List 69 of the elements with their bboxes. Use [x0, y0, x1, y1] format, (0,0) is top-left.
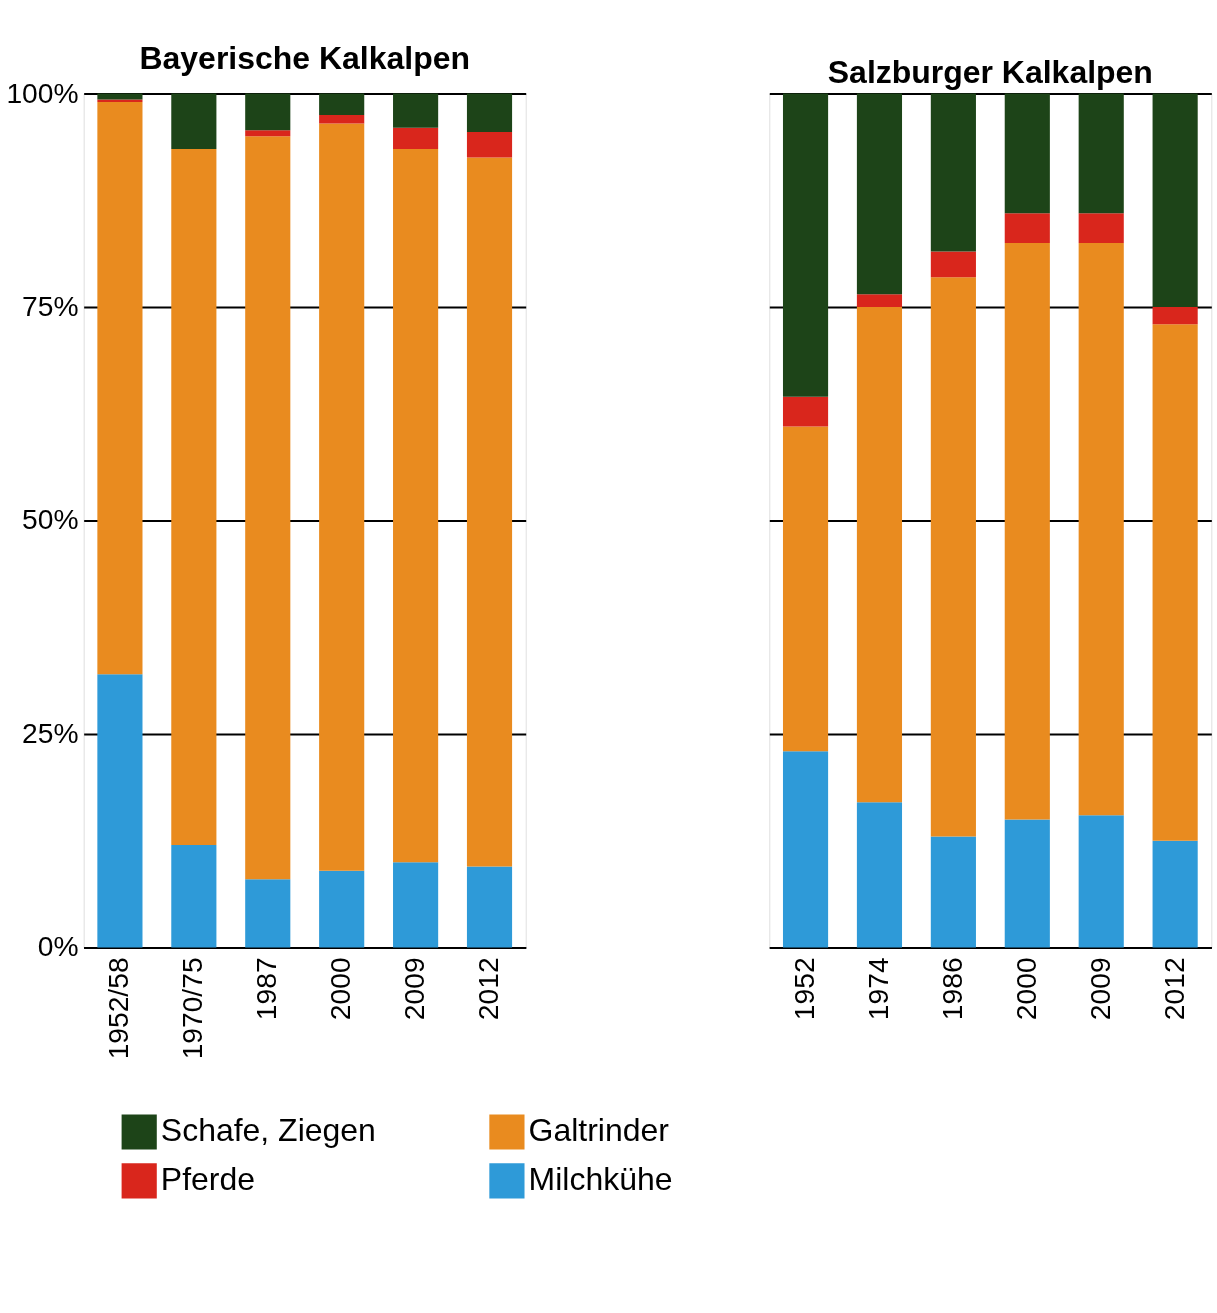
bar [97, 93, 143, 100]
bar [171, 845, 217, 948]
bar [856, 802, 903, 948]
bar [466, 157, 513, 867]
y-tick-label: 25% [22, 716, 79, 749]
chart-title: Bayerische Kalkalpen [139, 40, 470, 77]
bar [393, 93, 439, 128]
bar [1004, 93, 1050, 214]
bar [319, 123, 365, 871]
y-tick-label: 0% [37, 930, 79, 963]
x-tick-label: 2012 [1157, 957, 1190, 1021]
bar [393, 149, 439, 863]
bar [782, 426, 829, 752]
bar [245, 879, 291, 948]
bar [466, 866, 513, 948]
x-tick-label: 1987 [250, 957, 283, 1021]
x-tick-label: 2000 [1009, 957, 1042, 1021]
legend-label: Schafe, Ziegen [160, 1112, 376, 1149]
bar [1004, 213, 1050, 244]
bar [1078, 93, 1124, 214]
x-tick-label: 2009 [1083, 957, 1116, 1021]
bar [97, 674, 143, 948]
bar [245, 136, 291, 880]
bar [171, 93, 217, 150]
bar [97, 102, 143, 675]
bar [319, 93, 365, 115]
bar [245, 93, 291, 131]
bar [930, 277, 976, 837]
bar [856, 294, 903, 308]
legend-label: Milchkühe [528, 1161, 673, 1198]
bar [856, 307, 903, 803]
bar [319, 114, 365, 124]
x-tick-label: 1952 [788, 957, 821, 1021]
bar [1152, 307, 1198, 325]
legend-label: Galtrinder [528, 1112, 670, 1149]
bar [393, 862, 439, 948]
x-tick-label: 2009 [398, 957, 431, 1021]
bar [393, 127, 439, 150]
bar [1078, 815, 1124, 948]
bar [930, 251, 976, 278]
bar [171, 149, 217, 846]
bar [1152, 840, 1198, 948]
x-tick-label: 2000 [324, 957, 357, 1021]
x-tick-label: 2012 [471, 957, 504, 1021]
bar [1004, 819, 1050, 948]
bar [466, 132, 513, 158]
x-tick-label: 1986 [935, 957, 968, 1021]
x-tick-label: 1974 [861, 957, 894, 1021]
y-tick-label: 50% [22, 503, 79, 536]
chart-title: Salzburger Kalkalpen [827, 54, 1153, 91]
bar [466, 93, 513, 132]
bar [1152, 93, 1198, 308]
bar [856, 93, 903, 295]
bar [245, 130, 291, 137]
bar [782, 396, 829, 427]
bar [930, 93, 976, 252]
x-tick-label: 1952/58 [102, 957, 135, 1060]
x-tick-label: 1970/75 [176, 957, 209, 1060]
bar [319, 870, 365, 948]
bar [1078, 243, 1124, 816]
y-tick-label: 100% [6, 76, 79, 109]
bar [1004, 243, 1050, 820]
bar [782, 751, 829, 948]
y-tick-label: 75% [22, 290, 79, 322]
legend-label: Pferde [160, 1161, 256, 1198]
bar [1078, 213, 1124, 244]
bar [782, 93, 829, 397]
bar [1152, 324, 1198, 841]
bar [930, 836, 976, 948]
